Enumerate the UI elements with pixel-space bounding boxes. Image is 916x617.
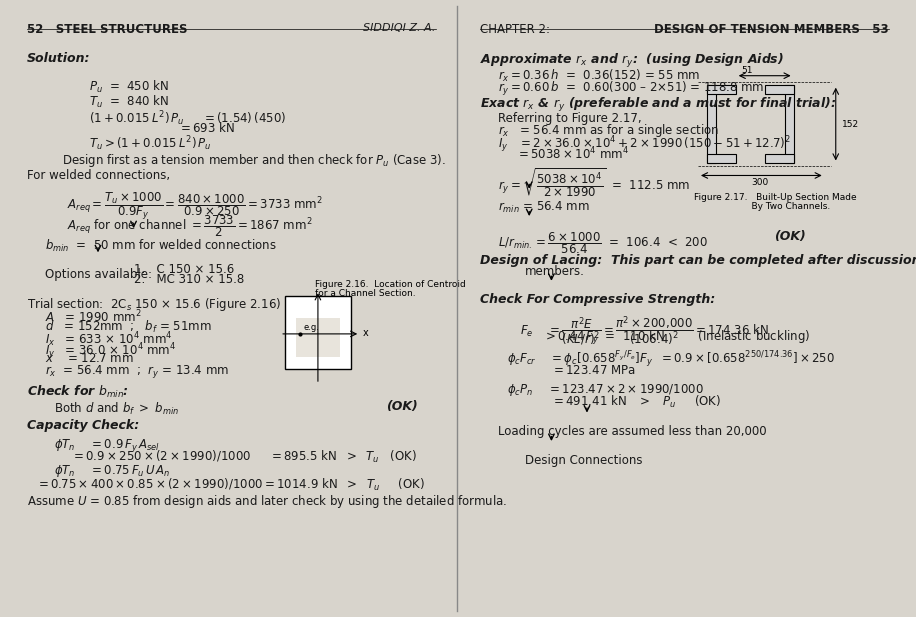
Text: $= 0.9 \times 250 \times (2 \times 1990) / 1000$     $= 895.5$ kN  $>$  $T_u$   : $= 0.9 \times 250 \times (2 \times 1990)… <box>71 449 417 465</box>
Bar <box>765 154 793 164</box>
Text: Both $d$ and $b_f$ $>$ $b_{min}$: Both $d$ and $b_f$ $>$ $b_{min}$ <box>53 400 179 416</box>
Text: $=  693$ kN: $= 693$ kN <box>178 121 235 135</box>
Text: 152: 152 <box>843 120 859 128</box>
Text: Exact $r_x$ & $r_y$ (preferable and a must for final trial):: Exact $r_x$ & $r_y$ (preferable and a mu… <box>480 96 836 114</box>
Text: 300: 300 <box>752 178 769 186</box>
Text: $> 0.44\, F_y$  =  110 kN         (Inelastic buckling): $> 0.44\, F_y$ = 110 kN (Inelastic buckl… <box>542 329 810 347</box>
Text: $L/r_{min.} = \dfrac{6 \times 1000}{56.4}$  =  106.4  <  200: $L/r_{min.} = \dfrac{6 \times 1000}{56.4… <box>498 230 708 255</box>
Text: Check for $b_{min}$:: Check for $b_{min}$: <box>27 384 129 400</box>
Text: $r_y = 0.60\, b$  =  0.60(300 – 2×51) = 118.8 mm: $r_y = 0.60\, b$ = 0.60(300 – 2×51) = 11… <box>498 80 765 98</box>
Text: $= 5038 \times 10^4$ mm$^4$: $= 5038 \times 10^4$ mm$^4$ <box>516 145 628 162</box>
Text: (OK): (OK) <box>387 400 418 413</box>
Text: Design first as a tension member and then check for $P_u$ (Case 3).: Design first as a tension member and the… <box>62 152 446 170</box>
Text: $r_y = \sqrt{\dfrac{5038 \times 10^4}{2 \times 1990}}$  =  112.5 mm: $r_y = \sqrt{\dfrac{5038 \times 10^4}{2 … <box>498 167 691 199</box>
Bar <box>707 154 736 164</box>
Text: $\phi_c F_{cr}$    $= \phi_c \left[0.658^{F_y/F_e}\right] F_y$  $= 0.9 \times \l: $\phi_c F_{cr}$ $= \phi_c \left[0.658^{F… <box>507 350 835 370</box>
Text: Capacity Check:: Capacity Check: <box>27 418 139 431</box>
Text: Options available:: Options available: <box>45 268 152 281</box>
Text: $T_u > (1 + 0.015\, L^2)\, P_u$: $T_u > (1 + 0.015\, L^2)\, P_u$ <box>89 135 212 153</box>
Bar <box>765 85 793 94</box>
Text: $= 0.75 \times 400 \times 0.85 \times (2\times 1990)/1000  =  1014.9$ kN  $>$  $: $= 0.75 \times 400 \times 0.85 \times (2… <box>36 476 425 493</box>
Text: (OK): (OK) <box>773 230 805 243</box>
Text: $\phi T_n$    $=  0.75\, F_u\, U\, A_n$: $\phi T_n$ $= 0.75\, F_u\, U\, A_n$ <box>53 463 170 479</box>
Text: Design of Lacing:  This part can be completed after discussion on the design of : Design of Lacing: This part can be compl… <box>480 254 916 267</box>
Text: DESIGN OF TENSION MEMBERS   53: DESIGN OF TENSION MEMBERS 53 <box>654 23 889 36</box>
Text: $x$    = 12.7 mm: $x$ = 12.7 mm <box>45 352 134 365</box>
Text: $r_x$  = 56.4 mm  ;  $r_y$ = 13.4 mm: $r_x$ = 56.4 mm ; $r_y$ = 13.4 mm <box>45 363 229 380</box>
Text: $r_x$   = 56.4 mm as for a single section: $r_x$ = 56.4 mm as for a single section <box>498 122 719 139</box>
Text: members.: members. <box>525 265 584 278</box>
Text: $= 491.41$ kN   $>$   $P_u$     (OK): $= 491.41$ kN $>$ $P_u$ (OK) <box>551 394 722 410</box>
Text: $A_{req}$ for one channel $= \dfrac{3733}{2} = 1867$ mm$^2$: $A_{req}$ for one channel $= \dfrac{3733… <box>67 213 312 239</box>
Text: 52   STEEL STRUCTURES: 52 STEEL STRUCTURES <box>27 23 188 36</box>
Text: Loading cycles are assumed less than 20,000: Loading cycles are assumed less than 20,… <box>498 424 767 437</box>
Text: $T_u$  =  840 kN: $T_u$ = 840 kN <box>89 94 169 110</box>
Text: $= 123.47$ MPa: $= 123.47$ MPa <box>551 364 636 377</box>
Text: $b_{min}$  =  50 mm for welded connections: $b_{min}$ = 50 mm for welded connections <box>45 238 277 254</box>
Text: $F_e$    $= \dfrac{\pi^2 E}{(KL/r)^2} = \dfrac{\pi^2 \times 200{,}000}{(106.4)^2: $F_e$ $= \dfrac{\pi^2 E}{(KL/r)^2} = \df… <box>520 315 769 348</box>
Text: Approximate $r_x$ and $r_y$:  (using Design Aids): Approximate $r_x$ and $r_y$: (using Desi… <box>480 52 784 70</box>
Text: $r_x = 0.36\, h$  =  0.36(152) = 55 mm: $r_x = 0.36\, h$ = 0.36(152) = 55 mm <box>498 68 701 84</box>
Bar <box>707 85 715 164</box>
Text: Solution:: Solution: <box>27 52 91 65</box>
Text: $I_x$   = 633 × 10$^4$ mm$^4$: $I_x$ = 633 × 10$^4$ mm$^4$ <box>45 330 172 349</box>
Text: Check For Compressive Strength:: Check For Compressive Strength: <box>480 293 715 307</box>
Text: CHAPTER 2:: CHAPTER 2: <box>480 23 551 36</box>
Text: SIDDIQI Z. A.: SIDDIQI Z. A. <box>364 23 436 33</box>
Text: 51: 51 <box>741 65 753 75</box>
Text: Figure 2.17.   Built-Up Section Made: Figure 2.17. Built-Up Section Made <box>693 193 856 202</box>
Text: 1.   C 150 × 15.6: 1. C 150 × 15.6 <box>134 263 234 276</box>
Text: for a Channel Section.: for a Channel Section. <box>315 289 416 299</box>
Text: x: x <box>363 328 368 337</box>
Text: By Two Channels.: By Two Channels. <box>693 202 830 211</box>
Text: $\phi_c P_n$    $= 123.47 \times 2 \times 1990/1000$: $\phi_c P_n$ $= 123.47 \times 2 \times 1… <box>507 383 704 398</box>
FancyBboxPatch shape <box>296 318 340 357</box>
Text: Design Connections: Design Connections <box>525 453 642 466</box>
Text: e.g.: e.g. <box>303 323 319 332</box>
Text: Figure 2.16.  Location of Centroid: Figure 2.16. Location of Centroid <box>315 280 465 289</box>
Text: $r_{min}$ = 56.4 mm: $r_{min}$ = 56.4 mm <box>498 200 590 215</box>
Text: $\phi T_n$    $=  0.9\, F_y\, A_{sel}$: $\phi T_n$ $= 0.9\, F_y\, A_{sel}$ <box>53 437 159 453</box>
Text: Referring to Figure 2.17,: Referring to Figure 2.17, <box>498 112 642 125</box>
Text: 2.   MC 310 × 15.8: 2. MC 310 × 15.8 <box>134 273 244 286</box>
Text: Assume $U$ = 0.85 from design aids and later check by using the detailed formula: Assume $U$ = 0.85 from design aids and l… <box>27 493 507 510</box>
Text: $I_y$   $= 2 \times 36.0 \times 10^4 + 2 \times 1990\,(150 - 51 + 12.7)^2$: $I_y$ $= 2 \times 36.0 \times 10^4 + 2 \… <box>498 135 791 155</box>
Text: Trial section:  2C$_s$ 150 × 15.6 (Figure 2.16): Trial section: 2C$_s$ 150 × 15.6 (Figure… <box>27 296 281 313</box>
Text: $A_{req} = \dfrac{T_u \times 1000}{0.9F_y} = \dfrac{840 \times 1000}{0.9 \times : $A_{req} = \dfrac{T_u \times 1000}{0.9F_… <box>67 191 322 222</box>
Text: $A$   = 1990 mm$^2$: $A$ = 1990 mm$^2$ <box>45 308 141 325</box>
Text: $d$   = 152mm  ;   $b_f$ = 51mm: $d$ = 152mm ; $b_f$ = 51mm <box>45 320 212 336</box>
Text: For welded connections,: For welded connections, <box>27 170 170 183</box>
FancyBboxPatch shape <box>285 296 351 369</box>
Bar <box>707 85 736 94</box>
Text: $P_u$  =  450 kN: $P_u$ = 450 kN <box>89 79 169 95</box>
Text: $(1 + 0.015\, L^2)\, P_u$     $=  (1.54)\,(450)$: $(1 + 0.015\, L^2)\, P_u$ $= (1.54)\,(45… <box>89 109 286 128</box>
Text: $I_y$   = 36.0 × 10$^4$ mm$^4$: $I_y$ = 36.0 × 10$^4$ mm$^4$ <box>45 341 176 362</box>
Bar <box>785 85 793 164</box>
